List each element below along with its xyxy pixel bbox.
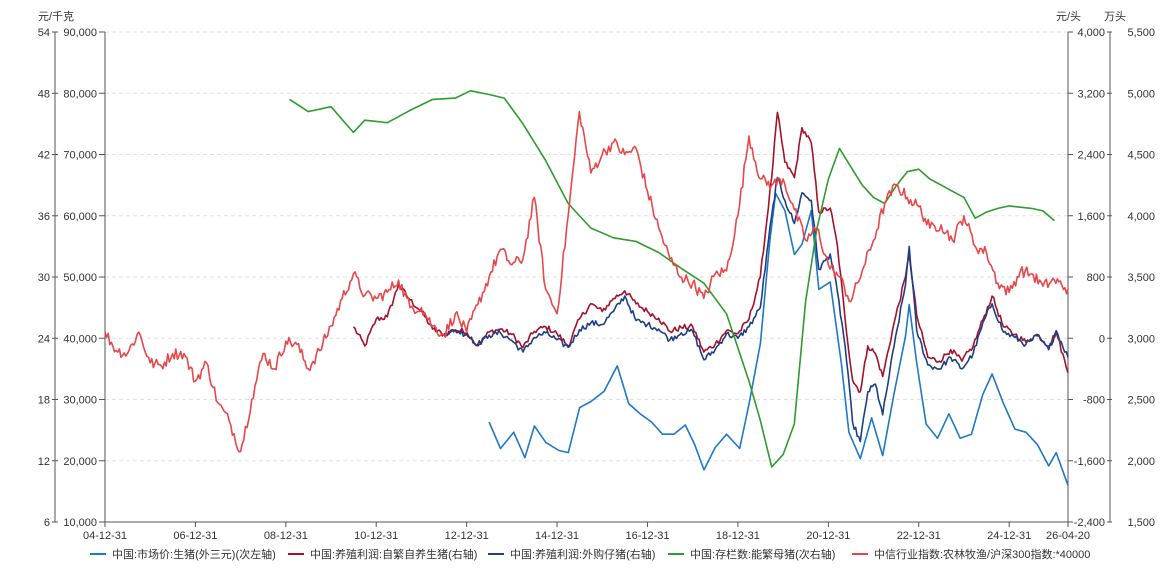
right-unit-label: 元/头 xyxy=(1056,10,1081,23)
axis-layer: 元/千克 元/头 万头 6 12 18 24 30 36 42 48 54 10,000 20,00… xyxy=(38,10,1155,542)
legend-label: 中国:存栏数:能繁母猪(次右轴) xyxy=(690,547,835,561)
legend: 中国:市场价:生猪(外三元)(次左轴) 中国:养殖利润:自繁自养生猪(右轴) 中国:… xyxy=(90,547,1090,561)
right2-tick-label: 1,500 xyxy=(1127,517,1155,529)
right1-tick-label: 800 xyxy=(1087,272,1105,284)
x-tick-label: 26-04-20 xyxy=(1046,530,1090,542)
left2-tick-label: 40,000 xyxy=(63,333,97,345)
x-tick-label: 04-12-31 xyxy=(83,530,127,542)
left1-tick-label: 18 xyxy=(38,395,50,407)
left1-tick-label: 48 xyxy=(38,88,50,100)
right1-tick-label: 3,200 xyxy=(1077,88,1105,100)
right2-tick-label: 2,000 xyxy=(1127,456,1155,468)
x-tick-label: 22-12-31 xyxy=(897,530,941,542)
left2-tick-label: 80,000 xyxy=(63,88,97,100)
legend-label: 中国:养殖利润:外购仔猪(右轴) xyxy=(510,547,655,561)
series-line-4 xyxy=(289,90,1055,468)
right1-tick-label: -1,600 xyxy=(1074,456,1105,468)
left2-tick-label: 20,000 xyxy=(63,456,97,468)
right2-tick-label: 5,500 xyxy=(1127,27,1155,39)
left2-tick-label: 70,000 xyxy=(63,150,97,162)
right2-unit-label: 万头 xyxy=(1104,10,1126,23)
right1-tick-label: 2,400 xyxy=(1077,150,1105,162)
x-tick-label: 10-12-31 xyxy=(354,530,398,542)
left1-tick-label: 30 xyxy=(38,272,50,284)
x-tick-label: 16-12-31 xyxy=(625,530,669,542)
left1-tick-label: 54 xyxy=(38,27,50,39)
right2-tick-label: 4,000 xyxy=(1127,211,1155,223)
x-tick-label: 12-12-31 xyxy=(445,530,489,542)
right2-tick-label: 3,000 xyxy=(1127,333,1155,345)
series-line-5 xyxy=(104,110,1069,453)
x-tick-label: 24-12-31 xyxy=(987,530,1031,542)
right2-tick-label: 2,500 xyxy=(1127,395,1155,407)
left1-tick-label: 36 xyxy=(38,211,50,223)
left2-tick-label: 50,000 xyxy=(63,272,97,284)
right1-tick-label: 4,000 xyxy=(1077,27,1105,39)
left2-tick-label: 60,000 xyxy=(63,211,97,223)
grid-layer xyxy=(105,31,1068,462)
x-tick-label: 14-12-31 xyxy=(535,530,579,542)
series-layer xyxy=(104,90,1069,486)
right1-tick-label: 1,600 xyxy=(1077,211,1105,223)
series-line-3 xyxy=(443,176,1069,443)
right1-tick-label: 0 xyxy=(1099,333,1105,345)
left1-tick-label: 24 xyxy=(38,333,50,345)
left1-tick-label: 6 xyxy=(44,517,50,529)
left2-tick-label: 10,000 xyxy=(63,517,97,529)
right1-tick-label: -2,400 xyxy=(1074,517,1105,529)
legend-label: 中信行业指数:农林牧渔/沪深300指数:*40000 xyxy=(874,547,1090,561)
right2-tick-label: 4,500 xyxy=(1127,150,1155,162)
x-tick-label: 06-12-31 xyxy=(173,530,217,542)
x-tick-label: 20-12-31 xyxy=(806,530,850,542)
left1-tick-label: 12 xyxy=(38,456,50,468)
right2-tick-label: 3,500 xyxy=(1127,272,1155,284)
legend-label: 中国:养殖利润:自繁自养生猪(右轴) xyxy=(310,547,477,561)
left2-tick-label: 30,000 xyxy=(63,395,97,407)
legend-label: 中国:市场价:生猪(外三元)(次左轴) xyxy=(112,547,276,561)
x-tick-label: 18-12-31 xyxy=(716,530,760,542)
x-tick-label: 08-12-31 xyxy=(264,530,308,542)
right2-tick-label: 5,000 xyxy=(1127,88,1155,100)
left1-tick-label: 42 xyxy=(38,150,50,162)
right1-tick-label: -800 xyxy=(1083,395,1105,407)
left2-tick-label: 90,000 xyxy=(63,27,97,39)
series-line-1 xyxy=(488,192,1069,486)
left-unit-label: 元/千克 xyxy=(38,10,74,23)
